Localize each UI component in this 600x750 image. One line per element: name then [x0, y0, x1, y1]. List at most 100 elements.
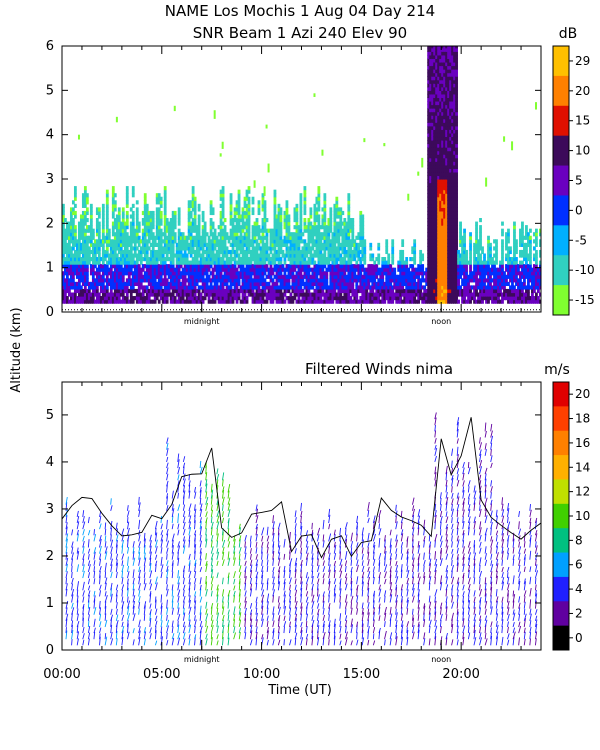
snr-cell — [439, 122, 443, 127]
snr-cell — [159, 246, 163, 251]
snr-cell — [355, 281, 359, 286]
snr-cell — [431, 54, 435, 60]
snr-cell — [315, 207, 319, 212]
snr-cell — [209, 218, 213, 223]
snr-cell — [233, 218, 237, 223]
snr-cell — [255, 225, 259, 230]
snr-cell — [427, 292, 431, 297]
snr-cell — [303, 292, 307, 297]
snr-cell — [95, 278, 99, 283]
snr-cell — [359, 264, 363, 269]
snr-cell — [201, 285, 205, 290]
snr-cell — [73, 271, 77, 276]
snr-cell — [219, 267, 223, 272]
snr-cell — [413, 253, 417, 258]
snr-cell — [77, 278, 81, 283]
snr-cell — [71, 267, 75, 272]
snr-cell — [471, 292, 474, 297]
snr-cell — [277, 267, 281, 272]
snr-cell — [253, 246, 257, 251]
snr-cell — [427, 122, 431, 127]
snr-cell — [111, 225, 115, 230]
snr-cell — [469, 253, 472, 258]
snr-cell — [445, 210, 448, 216]
snr-cell — [211, 253, 215, 258]
snr-cell — [217, 232, 221, 237]
snr-cell — [369, 299, 373, 304]
snr-cell — [143, 271, 147, 276]
snr-cell — [437, 292, 441, 297]
snr-cell — [131, 210, 135, 216]
snr-cell — [121, 232, 125, 237]
snr-cell — [175, 260, 179, 265]
snr-cell — [449, 136, 452, 141]
snr-cell — [185, 239, 189, 244]
snr-cell — [439, 193, 443, 198]
snr-cell — [433, 203, 437, 208]
snr-cell — [443, 69, 446, 74]
snr-cell — [433, 69, 437, 74]
snr-cell — [327, 292, 331, 297]
snr-cell — [83, 296, 87, 301]
snr-cell — [421, 296, 425, 301]
snr-cell — [331, 267, 335, 272]
snr-cell — [439, 288, 443, 294]
snr-cell — [263, 285, 267, 290]
snr-cell — [347, 288, 351, 294]
snr-cell — [105, 221, 109, 226]
snr-cell — [103, 253, 107, 258]
snr-cell — [451, 296, 454, 301]
snr-cell — [327, 239, 331, 244]
snr-cell — [62, 232, 65, 237]
snr-cell — [117, 288, 121, 294]
snr-cell — [173, 214, 177, 219]
snr-cell — [127, 257, 131, 262]
snr-cell — [175, 249, 179, 255]
snr-cell — [151, 267, 155, 272]
snr-cell — [161, 292, 165, 297]
snr-cell — [233, 210, 237, 216]
snr-cell — [93, 281, 97, 286]
snr-cell — [155, 193, 159, 198]
snr-cell — [443, 171, 446, 177]
snr-cell — [253, 271, 257, 276]
snr-cell — [151, 214, 155, 219]
snr-cell — [447, 189, 450, 194]
snr-cell — [161, 249, 165, 255]
snr-cell — [143, 253, 147, 258]
snr-cell — [155, 274, 159, 279]
snr-cell — [323, 292, 327, 297]
snr-cell — [429, 111, 433, 116]
snr-cell — [157, 239, 161, 244]
snr-cell — [439, 76, 443, 81]
snr-cell — [363, 281, 367, 286]
snr-cell — [325, 232, 329, 237]
snr-cell — [427, 218, 431, 223]
snr-cell — [455, 296, 458, 301]
snr-cell — [67, 292, 71, 297]
snr-cell — [343, 253, 347, 258]
snr-cell — [247, 292, 251, 297]
snr-cell — [307, 288, 311, 294]
snr-cell — [335, 271, 339, 276]
snr-cell — [253, 221, 257, 226]
snr-cell — [125, 267, 129, 272]
snr-cell — [445, 83, 448, 88]
snr-cell — [81, 253, 85, 258]
snr-cell — [85, 253, 89, 258]
snr-cell — [345, 221, 349, 226]
snr-cell — [409, 299, 413, 304]
snr-cell — [291, 242, 295, 247]
snr-cell — [145, 214, 149, 219]
snr-cell — [445, 132, 448, 138]
snr-cell — [429, 47, 433, 52]
snr-cell — [435, 83, 439, 88]
snr-cell — [253, 260, 257, 265]
snr-cell — [381, 260, 385, 265]
snr-cell — [87, 285, 91, 290]
snr-cell — [295, 253, 299, 258]
snr-cell — [153, 235, 157, 240]
snr-cell — [195, 225, 199, 230]
snr-cell — [453, 51, 456, 56]
snr-cell — [191, 257, 195, 262]
